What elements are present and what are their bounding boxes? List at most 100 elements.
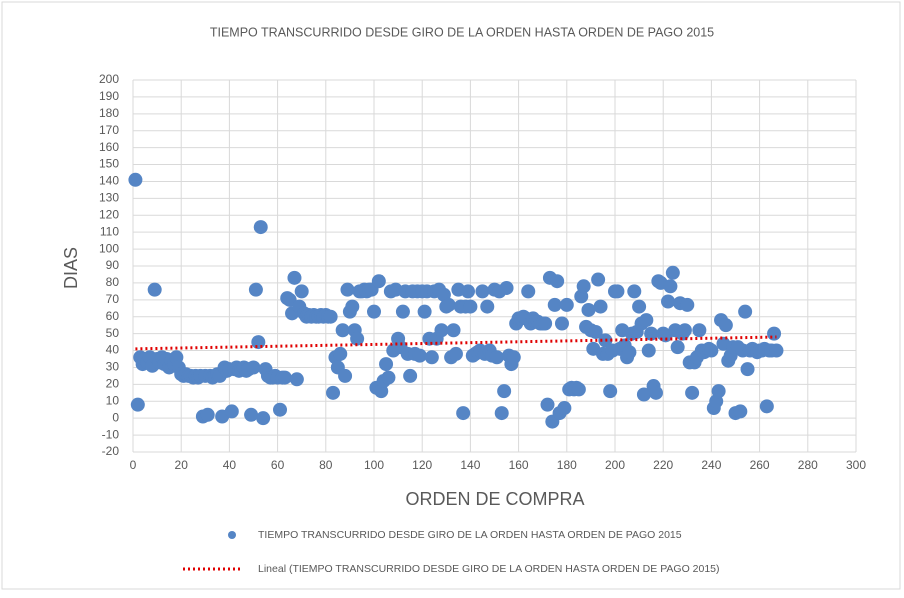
- point: [326, 385, 341, 400]
- x-tick-label: 220: [653, 458, 673, 472]
- point: [521, 284, 536, 299]
- x-tick-label: 80: [319, 458, 333, 472]
- point: [417, 304, 432, 319]
- point: [424, 350, 439, 365]
- point: [738, 304, 753, 319]
- point: [379, 357, 394, 372]
- point: [571, 382, 586, 397]
- point: [627, 284, 642, 299]
- point: [670, 340, 685, 355]
- point: [350, 331, 365, 346]
- x-tick-label: 40: [223, 458, 237, 472]
- y-tick-label: 120: [99, 207, 119, 221]
- point: [475, 284, 490, 299]
- point: [294, 284, 309, 299]
- point: [273, 402, 288, 417]
- y-tick-label: 190: [99, 89, 119, 103]
- point: [463, 299, 478, 314]
- point: [456, 406, 471, 421]
- point: [371, 274, 386, 289]
- point: [581, 302, 596, 317]
- point: [333, 346, 348, 361]
- point: [677, 323, 692, 338]
- point: [680, 297, 695, 312]
- y-tick-label: 150: [99, 157, 119, 171]
- y-tick-label: 200: [99, 72, 119, 86]
- point: [499, 280, 514, 295]
- y-tick-label: 60: [106, 309, 120, 323]
- x-tick-label: 240: [701, 458, 721, 472]
- point: [692, 323, 707, 338]
- point: [448, 346, 463, 361]
- y-tick-label: 140: [99, 174, 119, 188]
- point: [130, 397, 145, 412]
- trend-line: [135, 335, 777, 351]
- point: [648, 385, 663, 400]
- point: [665, 265, 680, 280]
- point: [340, 282, 355, 297]
- x-tick-label: 300: [846, 458, 866, 472]
- point: [251, 335, 266, 350]
- point: [718, 318, 733, 333]
- y-tick-label: -20: [102, 444, 120, 458]
- point: [480, 299, 495, 314]
- y-tick-label: 90: [106, 258, 120, 272]
- x-tick-label: 280: [798, 458, 818, 472]
- point: [576, 279, 591, 294]
- point: [557, 401, 572, 416]
- point: [639, 313, 654, 328]
- y-tick-label: 80: [106, 275, 120, 289]
- point: [759, 399, 774, 414]
- y-tick-label: 100: [99, 241, 119, 255]
- point: [733, 404, 748, 419]
- point: [506, 350, 521, 365]
- point: [559, 297, 574, 312]
- legend-label: TIEMPO TRANSCURRIDO DESDE GIRO DE LA ORD…: [258, 529, 682, 541]
- x-tick-label: 260: [750, 458, 770, 472]
- point: [441, 297, 456, 312]
- point: [367, 304, 381, 319]
- point: [277, 370, 292, 385]
- point: [603, 384, 618, 399]
- legend-label: Lineal (TIEMPO TRANSCURRIDO DESDE GIRO D…: [258, 563, 720, 575]
- y-tick-label: 70: [106, 292, 120, 306]
- y-tick-label: 180: [99, 106, 119, 120]
- point: [224, 404, 239, 419]
- point: [412, 348, 427, 363]
- point: [256, 411, 271, 426]
- y-tick-label: 10: [106, 393, 120, 407]
- y-tick-label: 160: [99, 140, 119, 154]
- point: [685, 385, 700, 400]
- point: [200, 407, 215, 422]
- point: [403, 368, 418, 383]
- point: [244, 407, 259, 422]
- legend-marker: [228, 531, 236, 539]
- point: [547, 297, 562, 312]
- point: [338, 368, 353, 383]
- chart-title: TIEMPO TRANSCURRIDO DESDE GIRO DE LA ORD…: [210, 25, 714, 39]
- point: [248, 282, 263, 297]
- y-tick-label: 170: [99, 123, 119, 137]
- y-axis-label: DIAS: [61, 247, 81, 289]
- point: [246, 360, 261, 375]
- point: [740, 362, 755, 377]
- x-tick-label: 140: [460, 458, 480, 472]
- x-tick-label: 120: [412, 458, 432, 472]
- x-tick-label: 60: [271, 458, 285, 472]
- y-tick-label: -10: [102, 427, 120, 441]
- point: [550, 274, 565, 289]
- point: [489, 350, 504, 365]
- y-tick-label: 50: [106, 326, 120, 340]
- point: [663, 279, 678, 294]
- y-tick-label: 20: [106, 377, 120, 391]
- x-tick-label: 0: [130, 458, 137, 472]
- point: [395, 304, 410, 319]
- x-tick-label: 20: [175, 458, 189, 472]
- point: [636, 387, 651, 402]
- point: [345, 299, 360, 314]
- point: [460, 284, 475, 299]
- point: [661, 294, 676, 309]
- x-tick-label: 180: [557, 458, 577, 472]
- point: [641, 343, 656, 358]
